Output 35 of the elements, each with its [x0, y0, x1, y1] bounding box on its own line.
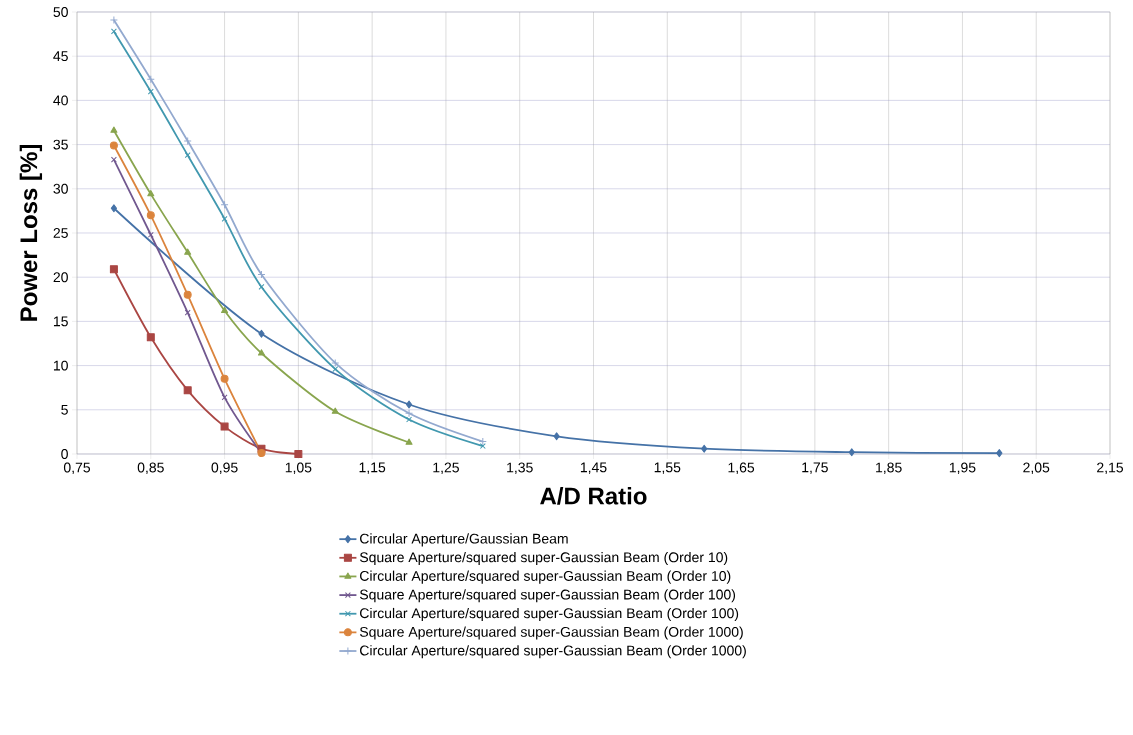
legend-label: Circular Aperture/squared super-Gaussian Beam (Order 1000) [360, 645, 746, 659]
x-tick-label: 2,05 [1023, 462, 1050, 475]
legend-label: Circular Aperture/squared super-Gaussian Beam (Order 10) [360, 570, 731, 584]
legend-label: Square Aperture/squared super-Gaussian Beam (Order 100) [359, 589, 736, 603]
y-tick-label: 45 [53, 51, 68, 62]
y-tick-label: 20 [53, 272, 68, 283]
legend-label: Square Aperture/squared super-Gaussian Beam (Order 1000) [359, 626, 743, 640]
y-tick-label: 15 [53, 316, 68, 327]
x-tick-label: 1,05 [285, 462, 312, 475]
x-tick-label: 1,25 [433, 462, 459, 475]
y-tick-label: 50 [53, 7, 68, 17]
legend-label: Circular Aperture/squared super-Gaussian Beam (Order 100) [360, 607, 739, 621]
y-axis-title: Power Loss [%] [19, 145, 43, 321]
x-tick-label: 1,15 [359, 462, 386, 474]
x-tick-label: 1,45 [580, 462, 607, 474]
legend-label: Circular Aperture/Gaussian Beam [360, 533, 568, 547]
y-tick-label: 5 [61, 404, 68, 415]
legend-label: Square Aperture/squared super-Gaussian Beam (Order 10) [359, 551, 728, 566]
x-tick-label: 1,85 [876, 462, 902, 475]
x-tick-label: 2,15 [1097, 462, 1124, 475]
x-tick-label: 1,75 [802, 462, 828, 474]
y-tick-label: 30 [53, 183, 68, 194]
x-tick-label: 0,75 [63, 462, 91, 475]
x-axis-title: A/D Ratio [540, 486, 647, 505]
x-tick-label: 1,55 [654, 462, 681, 474]
y-tick-label: 40 [53, 95, 68, 106]
y-tick-label: 10 [53, 360, 68, 371]
x-tick-label: 0,85 [137, 462, 164, 475]
x-tick-label: 1,95 [949, 462, 976, 475]
y-tick-label: 35 [53, 139, 68, 150]
y-tick-label: 0 [61, 449, 68, 459]
x-tick-label: 1,65 [728, 462, 755, 475]
x-tick-label: 1,35 [507, 462, 533, 475]
x-tick-label: 0,95 [211, 462, 238, 475]
y-tick-label: 25 [53, 228, 68, 238]
